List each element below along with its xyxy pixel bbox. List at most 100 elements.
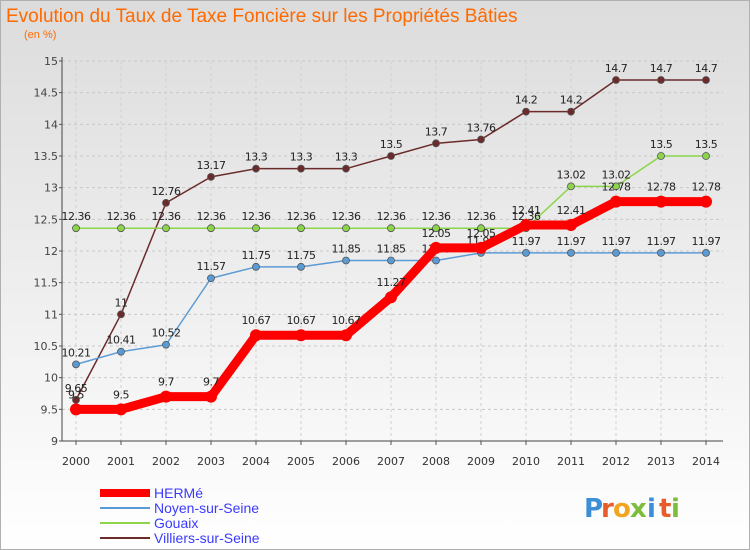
legend-label: Gouaix — [154, 515, 198, 531]
x-tick-label: 2004 — [242, 455, 270, 468]
proxiti-logo: Pr o x i t i — [584, 494, 680, 524]
data-point — [342, 164, 350, 173]
data-point — [657, 152, 665, 160]
x-tick-label: 2005 — [287, 455, 315, 468]
data-point — [117, 224, 125, 233]
data-point — [522, 248, 530, 257]
data-point — [430, 241, 442, 254]
data-label: 11.85 — [377, 243, 406, 256]
x-tick-label: 2011 — [557, 455, 585, 468]
data-point — [70, 403, 82, 416]
data-label: 12.78 — [692, 181, 721, 194]
data-point — [610, 195, 622, 208]
data-label: 13.02 — [602, 168, 631, 181]
data-point — [162, 340, 170, 349]
logo-letter: i — [647, 494, 656, 524]
data-point — [657, 76, 665, 84]
data-label: 9.7 — [203, 376, 219, 389]
data-label: 11.75 — [242, 249, 271, 262]
data-point — [432, 224, 440, 233]
data-point — [567, 107, 575, 116]
data-label: 12.36 — [62, 210, 91, 223]
data-label: 12.76 — [152, 185, 181, 198]
data-point — [477, 135, 485, 144]
y-tick-label: 9 — [51, 435, 58, 448]
data-point — [207, 172, 215, 181]
logo-letter: o — [613, 494, 631, 524]
data-label: 12.36 — [287, 210, 316, 223]
data-point — [475, 241, 487, 254]
y-tick-label: 14.5 — [34, 87, 59, 100]
legend: HERMéNoyen-sur-SeineGouaixVilliers-sur-S… — [100, 485, 260, 546]
data-point — [115, 403, 127, 416]
data-label: 10.67 — [287, 314, 316, 327]
x-tick-label: 2007 — [377, 455, 405, 468]
y-tick-label: 10 — [44, 372, 58, 385]
data-label: 13.5 — [695, 138, 718, 151]
data-point — [702, 76, 710, 84]
data-label: 10.67 — [242, 314, 271, 327]
x-tick-label: 2014 — [692, 455, 720, 468]
data-label: 13.5 — [650, 138, 673, 151]
data-label: 12.36 — [422, 210, 451, 223]
data-point — [117, 310, 125, 319]
y-tick-label: 9.5 — [41, 403, 59, 416]
data-point — [565, 219, 577, 232]
y-tick-label: 11 — [44, 308, 58, 321]
data-label: 12.41 — [557, 204, 586, 217]
data-point — [297, 262, 305, 271]
data-label: 11.75 — [287, 249, 316, 262]
data-point — [297, 224, 305, 233]
data-label: 11.97 — [557, 235, 586, 248]
data-label: 14.7 — [650, 62, 673, 75]
y-tick-label: 13 — [44, 182, 58, 195]
data-label: 13.7 — [425, 125, 448, 138]
data-label: 13.02 — [557, 168, 586, 181]
data-point — [520, 219, 532, 232]
data-point — [162, 198, 170, 207]
logo-letter: x — [630, 494, 647, 524]
x-tick-label: 2003 — [197, 455, 225, 468]
data-label: 13.3 — [335, 151, 358, 164]
data-label: 12.36 — [332, 210, 361, 223]
data-point — [342, 256, 350, 265]
data-label: 11.57 — [197, 260, 226, 273]
data-point — [700, 195, 712, 208]
x-tick-label: 2012 — [602, 455, 630, 468]
data-point — [250, 329, 262, 342]
data-label: 12.36 — [197, 210, 226, 223]
data-label: 14.7 — [695, 62, 718, 75]
data-point — [702, 248, 710, 257]
data-point — [657, 248, 665, 257]
data-label: 11.97 — [647, 235, 676, 248]
data-point — [387, 224, 395, 233]
series-villiers-sur-seine: 9.65 11 12.76 13.17 13.3 13.3 13.3 13.5 13.7 13.7… — [65, 62, 718, 404]
logo-letter: P — [584, 494, 603, 524]
data-label: 9.5 — [113, 388, 129, 401]
data-label: 12.36 — [242, 210, 271, 223]
data-point — [72, 360, 80, 369]
data-label: 10.67 — [332, 314, 361, 327]
data-label: 12.36 — [512, 210, 541, 223]
data-label: 10.52 — [152, 327, 181, 340]
data-point — [252, 262, 260, 271]
data-label: 14.7 — [605, 62, 628, 75]
data-label: 9.65 — [65, 382, 88, 395]
data-label: 10.21 — [62, 346, 91, 359]
data-label: 13.5 — [380, 138, 403, 151]
y-tick-label: 10.5 — [34, 340, 59, 353]
data-point — [207, 224, 215, 233]
data-point — [655, 195, 667, 208]
data-point — [117, 347, 125, 356]
data-point — [252, 164, 260, 173]
y-tick-label: 13.5 — [34, 150, 59, 163]
data-point — [160, 390, 172, 403]
x-tick-label: 2008 — [422, 455, 450, 468]
data-point — [432, 139, 440, 148]
data-point — [340, 329, 352, 342]
data-point — [342, 224, 350, 233]
data-point — [387, 256, 395, 265]
